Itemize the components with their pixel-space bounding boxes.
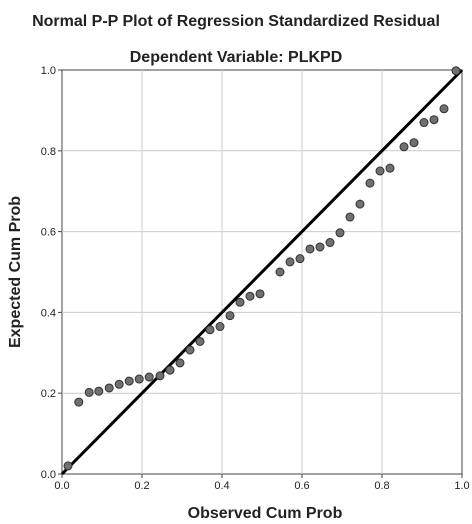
data-point xyxy=(255,289,265,299)
y-tick-label: 0.8 xyxy=(41,146,56,158)
data-point xyxy=(114,379,124,389)
data-point xyxy=(165,365,175,375)
y-tick-label: 0.2 xyxy=(41,388,56,400)
data-point xyxy=(134,374,144,384)
data-point xyxy=(335,228,345,238)
chart-title: Normal P-P Plot of Regression Standardiz… xyxy=(32,13,440,30)
data-point xyxy=(439,104,449,114)
data-point xyxy=(315,242,325,252)
data-point xyxy=(399,142,409,152)
data-point xyxy=(245,291,255,301)
y-tick-label: 0.6 xyxy=(41,227,56,239)
x-axis-label: Observed Cum Prob xyxy=(188,505,343,522)
data-point xyxy=(355,199,365,209)
x-tick-label: 0.4 xyxy=(214,480,229,492)
data-point xyxy=(325,238,335,248)
data-point xyxy=(84,387,94,397)
chart-subtitle: Dependent Variable: PLKPD xyxy=(130,49,343,66)
x-tick-label: 0.6 xyxy=(294,480,309,492)
data-point xyxy=(451,66,461,76)
x-tick-label: 0.0 xyxy=(54,480,69,492)
data-point xyxy=(215,322,225,332)
y-tick-label: 0.0 xyxy=(41,469,56,481)
data-point xyxy=(205,325,215,335)
x-tick-label: 1.0 xyxy=(454,480,469,492)
data-point xyxy=(385,163,395,173)
data-point xyxy=(365,178,375,188)
data-point xyxy=(155,371,165,381)
data-point xyxy=(429,115,439,125)
data-point xyxy=(94,386,104,396)
data-point xyxy=(295,254,305,264)
reference-line xyxy=(60,68,464,476)
y-tick-label: 1.0 xyxy=(41,65,56,77)
y-tick-label: 0.4 xyxy=(41,307,56,319)
x-tick-label: 0.2 xyxy=(134,480,149,492)
data-point xyxy=(74,397,84,407)
data-point xyxy=(225,311,235,321)
data-point xyxy=(185,345,195,355)
data-point xyxy=(285,257,295,267)
data-point xyxy=(375,166,385,176)
data-point xyxy=(305,244,315,254)
y-axis-label: Expected Cum Prob xyxy=(7,196,24,348)
data-point xyxy=(409,138,419,148)
data-point xyxy=(419,118,429,128)
data-point xyxy=(63,461,73,471)
data-point xyxy=(144,372,154,382)
data-point xyxy=(235,297,245,307)
data-point xyxy=(124,376,134,386)
plot-area: 0.0 0.2 0.4 0.6 0.8 1.0 0.0 0.2 0.4 0.6 0.8 1.0 xyxy=(41,65,470,492)
data-point xyxy=(275,267,285,277)
data-point xyxy=(345,212,355,222)
x-tick-label: 0.8 xyxy=(374,480,389,492)
data-point xyxy=(175,358,185,368)
data-point xyxy=(195,336,205,346)
data-point xyxy=(104,383,114,393)
